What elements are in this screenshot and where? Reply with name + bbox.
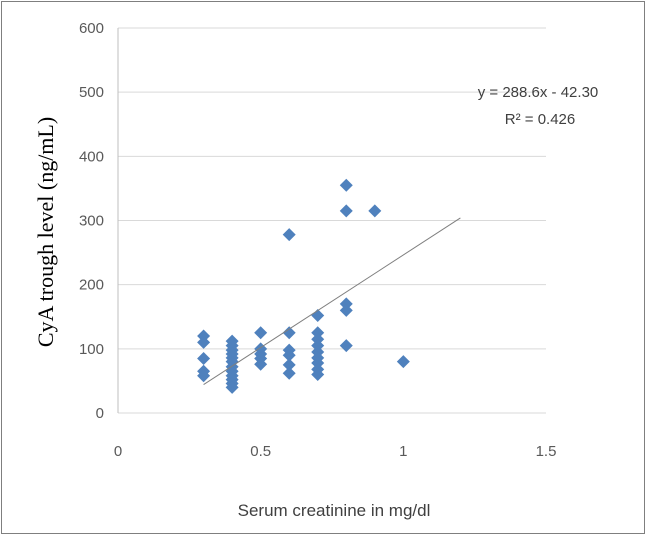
data-point (339, 339, 353, 353)
data-point (197, 351, 211, 365)
data-point (282, 358, 296, 372)
data-point (282, 326, 296, 340)
data-point (282, 228, 296, 242)
gridlines (118, 27, 546, 414)
y-tick-label: 0 (96, 405, 104, 422)
data-point (197, 369, 211, 383)
data-point (225, 380, 239, 394)
y-tick-label: 600 (79, 20, 104, 37)
y-tick-label: 500 (79, 84, 104, 101)
data-point (254, 357, 268, 371)
data-point (197, 335, 211, 349)
x-tick-label: 1.5 (536, 443, 557, 460)
x-tick-label: 0 (114, 443, 122, 460)
data-point (282, 366, 296, 380)
data-point (254, 326, 268, 340)
trendline-r2: R² = 0.426 (505, 111, 575, 128)
data-points (197, 178, 410, 394)
x-tick-label: 0.5 (250, 443, 271, 460)
y-tick-label: 100 (79, 341, 104, 358)
y-tick-label: 300 (79, 213, 104, 230)
y-tick-label: 400 (79, 148, 104, 165)
data-point (339, 204, 353, 218)
x-axis-label: Serum creatinine in mg/dl (238, 501, 431, 520)
data-point (368, 204, 382, 218)
y-axis-label: CyA trough level (ng/mL) (33, 117, 58, 347)
trendline-equation: y = 288.6x - 42.30 (478, 84, 599, 101)
data-point (282, 348, 296, 362)
x-tick-label: 1 (399, 443, 407, 460)
data-point (339, 303, 353, 317)
x-tick-labels: 0 0.5 1 1.5 (114, 443, 557, 460)
data-point (311, 368, 325, 381)
y-tick-label: 200 (79, 277, 104, 294)
data-point (396, 355, 410, 369)
data-point (339, 178, 353, 192)
trendline (203, 217, 461, 386)
y-tick-labels: 0 100 200 300 400 500 600 (79, 20, 104, 422)
